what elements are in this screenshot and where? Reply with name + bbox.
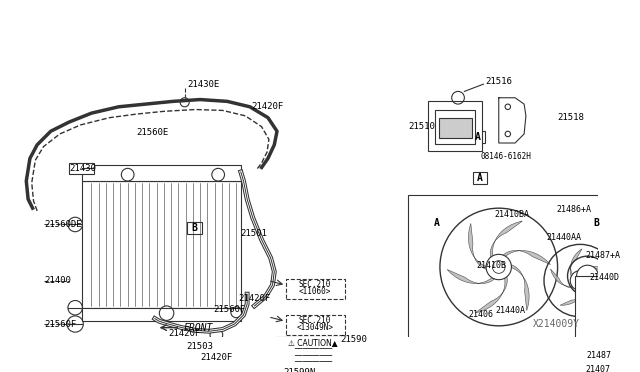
Text: 21560DE: 21560DE (44, 220, 82, 229)
Text: FRONT: FRONT (184, 323, 213, 333)
Text: 21487: 21487 (586, 351, 612, 360)
Text: 21420F: 21420F (252, 102, 284, 111)
Circle shape (570, 270, 590, 291)
Text: 21560E: 21560E (137, 128, 169, 137)
Polygon shape (589, 278, 599, 307)
Text: 21410BA: 21410BA (494, 210, 529, 219)
Polygon shape (570, 249, 582, 277)
Text: 21420F: 21420F (238, 294, 270, 303)
Bar (439, 118, 472, 138)
Text: 21560F: 21560F (44, 320, 77, 328)
Bar (575, 276, 600, 357)
Bar (429, 217, 444, 229)
Text: 21400: 21400 (44, 276, 71, 285)
Text: SEC.210: SEC.210 (299, 316, 332, 325)
Text: 21430: 21430 (69, 164, 96, 173)
Text: 21516: 21516 (485, 77, 512, 86)
Bar (83, 165, 241, 181)
Polygon shape (447, 269, 496, 283)
Text: B: B (192, 222, 198, 232)
Text: B: B (593, 218, 600, 228)
Text: 21440A: 21440A (495, 306, 525, 315)
Bar (286, 315, 345, 335)
Text: ─────────: ───────── (294, 359, 332, 365)
Polygon shape (468, 224, 488, 270)
Text: 21420F: 21420F (200, 353, 232, 362)
Bar (83, 308, 241, 321)
Bar (83, 181, 241, 308)
Polygon shape (490, 221, 522, 259)
Bar (408, 195, 603, 349)
Polygon shape (502, 250, 550, 264)
Text: 21599N: 21599N (284, 368, 316, 372)
Text: 21560F: 21560F (214, 305, 246, 314)
Bar (470, 131, 485, 143)
Circle shape (486, 254, 511, 280)
Text: 21430E: 21430E (188, 80, 220, 89)
Bar (428, 102, 483, 151)
Text: <13049N>: <13049N> (296, 323, 333, 332)
Bar (472, 172, 487, 184)
Text: A: A (475, 132, 481, 142)
Text: 21407: 21407 (586, 365, 611, 372)
Text: 21510: 21510 (408, 122, 435, 131)
Bar (188, 222, 202, 234)
Text: 21487+A: 21487+A (586, 251, 621, 260)
Text: <11060>: <11060> (299, 287, 332, 296)
Text: 21406: 21406 (469, 311, 494, 320)
Polygon shape (475, 275, 508, 313)
Bar (589, 217, 604, 229)
Circle shape (579, 349, 596, 366)
Polygon shape (509, 264, 529, 311)
Text: 21501: 21501 (241, 229, 268, 238)
Text: ─────────: ───────── (294, 346, 332, 352)
Bar (276, 337, 350, 366)
Text: 21503: 21503 (186, 342, 213, 351)
Bar (435, 110, 476, 144)
Text: A: A (477, 173, 483, 183)
Polygon shape (550, 269, 575, 288)
Text: 21440AA: 21440AA (547, 232, 582, 242)
Text: ⚠ CAUTION▲: ⚠ CAUTION▲ (289, 338, 338, 347)
Text: X214009Y: X214009Y (533, 319, 580, 329)
Text: 21486+A: 21486+A (557, 205, 592, 215)
Text: A: A (433, 218, 439, 228)
Bar (286, 279, 345, 299)
Text: SEC.210: SEC.210 (299, 280, 332, 289)
Text: 21590: 21590 (340, 335, 367, 344)
Text: 21410B: 21410B (476, 261, 506, 270)
Text: 21420F: 21420F (168, 328, 201, 337)
Polygon shape (581, 267, 611, 273)
Text: 21440D: 21440D (589, 273, 620, 282)
Text: 08146-6162H: 08146-6162H (481, 152, 532, 161)
Text: ─────────: ───────── (294, 353, 332, 359)
Bar (69, 163, 94, 174)
Circle shape (577, 265, 598, 287)
Text: 21518: 21518 (557, 113, 584, 122)
Polygon shape (560, 288, 585, 305)
